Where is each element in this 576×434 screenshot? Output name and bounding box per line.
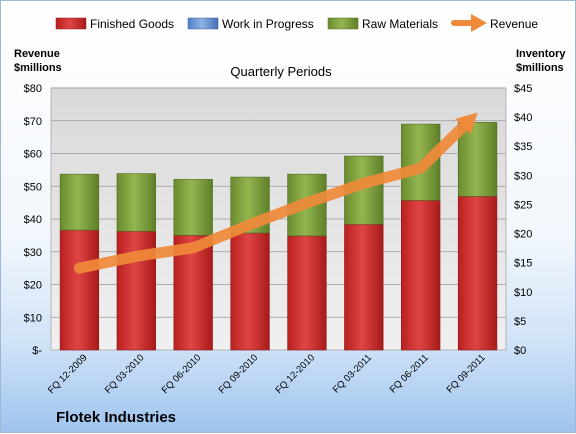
left-axis-title-line1: Revenue — [14, 48, 60, 60]
left-tick-label: $50 — [24, 181, 42, 193]
left-tick-label: $80 — [24, 83, 42, 95]
legend-swatch-raw-materials — [327, 17, 359, 30]
right-tick-label: $25 — [514, 199, 532, 211]
right-tick-label: $5 — [514, 316, 526, 328]
chart-title: Quarterly Periods — [230, 64, 332, 79]
bar-finished-goods — [457, 195, 498, 351]
legend: Finished Goods Work in Progress Raw Mate… — [55, 14, 538, 32]
legend-label-finished-goods: Finished Goods — [90, 17, 174, 31]
right-tick-label: $35 — [514, 141, 532, 153]
x-tick-label: FQ 12-2010 — [273, 352, 317, 396]
right-axis-title-line2: $millions — [516, 62, 564, 74]
legend-label-work-in-progress: Work in Progress — [222, 17, 314, 31]
x-tick-label: FQ 03-2010 — [103, 352, 147, 396]
x-tick-label: FQ 09-2010 — [217, 352, 261, 396]
left-tick-label: $40 — [24, 214, 42, 226]
right-tick-label: $10 — [514, 287, 532, 299]
right-tick-label: $45 — [514, 83, 532, 95]
bar-raw-materials — [457, 122, 498, 197]
bar-finished-goods — [344, 223, 384, 351]
right-tick-label: $40 — [514, 112, 532, 124]
legend-label-revenue: Revenue — [490, 17, 538, 31]
left-tick-label: $20 — [24, 280, 42, 292]
right-tick-label: $30 — [514, 170, 532, 182]
x-axis: FQ 12-2009 FQ 03-2010 FQ 06-2010 FQ 09-2010… — [46, 352, 488, 396]
left-tick-label: $60 — [24, 149, 42, 161]
left-tick-label: $- — [32, 345, 42, 357]
left-axis: $- $10 $20 $30 $40 $50 $60 $70 $80 — [24, 83, 43, 357]
x-tick-label: FQ 06-2010 — [160, 352, 204, 396]
right-axis-title-line1: Inventory — [516, 48, 566, 60]
revenue-line — [73, 116, 474, 274]
right-tick-label: $0 — [514, 345, 526, 357]
revenue-arrowhead — [455, 112, 478, 135]
bar-finished-goods — [287, 235, 327, 351]
revenue-series — [73, 112, 478, 274]
legend-swatch-revenue-arrow — [451, 14, 487, 32]
bar-finished-goods — [230, 232, 270, 351]
right-tick-label: $15 — [514, 258, 532, 270]
bar-series — [59, 122, 498, 351]
left-tick-label: $70 — [24, 116, 42, 128]
right-tick-label: $20 — [514, 229, 532, 241]
right-axis: $0 $5 $10 $15 $20 $25 $30 $35 $40 $45 — [514, 83, 532, 357]
bar-raw-materials — [116, 173, 156, 232]
legend-swatch-finished-goods — [55, 17, 87, 30]
x-tick-label: FQ 12-2009 — [46, 352, 90, 396]
legend-label-raw-materials: Raw Materials — [362, 17, 438, 31]
x-tick-label: FQ 09-2011 — [445, 352, 488, 395]
x-tick-label: FQ 03-2011 — [331, 352, 374, 395]
bar-finished-goods — [59, 229, 100, 351]
company-name: Flotek Industries — [56, 409, 176, 426]
left-tick-label: $30 — [24, 247, 42, 259]
left-tick-label: $10 — [24, 312, 42, 324]
bar-raw-materials — [59, 173, 100, 231]
x-tick-label: FQ 06-2011 — [388, 352, 431, 395]
bar-finished-goods — [401, 200, 441, 351]
left-axis-title-line2: $millions — [14, 62, 62, 74]
bar-raw-materials — [173, 179, 213, 236]
legend-swatch-work-in-progress — [187, 17, 219, 30]
